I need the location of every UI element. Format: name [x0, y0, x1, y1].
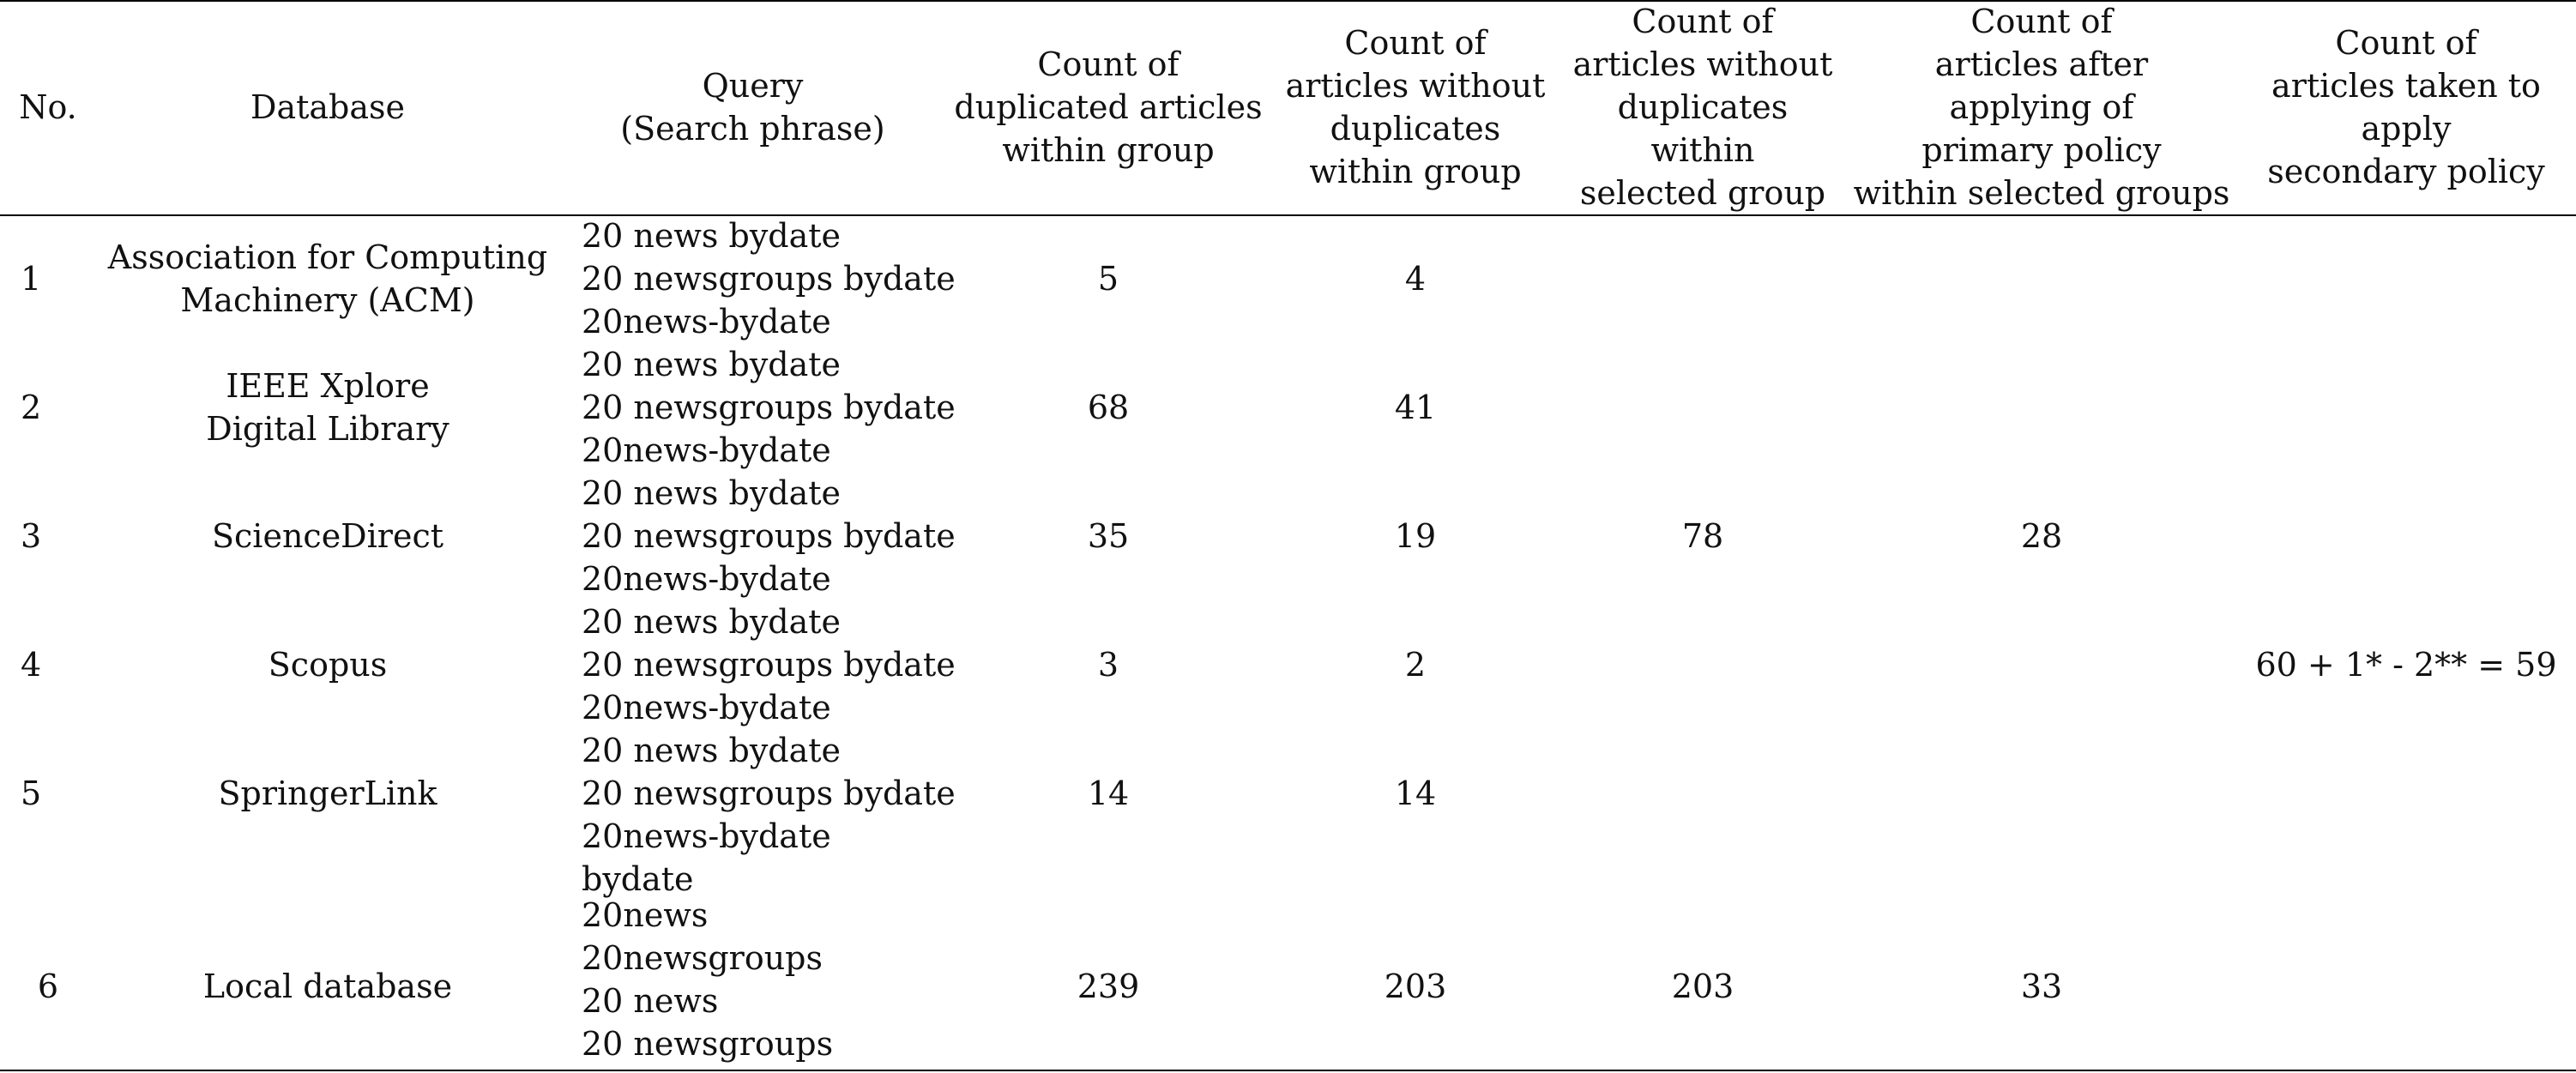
header-after-primary-policy: Count of articles after applying of prim… [1853, 3, 2230, 212]
header-without-dup-selected-group: Count of articles without duplicates wit… [1572, 3, 1833, 212]
group-primary-policy-count: 28 [2020, 517, 2063, 555]
row-6-database: Local database [202, 968, 453, 1005]
row-1-dup-count: 5 [1097, 260, 1119, 298]
secondary-policy-total: 60 + 1* - 2** = 59 [2255, 646, 2557, 684]
row-5-dup-count: 14 [1087, 775, 1130, 812]
row-5-nodup-count: 14 [1394, 775, 1437, 812]
row-1-nodup-count: 4 [1404, 260, 1427, 298]
row-2-nodup-count: 41 [1394, 389, 1437, 426]
row-6-query: 20news 20newsgroups 20 news 20 newsgroups [582, 896, 834, 1063]
row-4-dup-count: 3 [1097, 646, 1119, 684]
row-4-nodup-count: 2 [1404, 646, 1427, 684]
row-5-query: 20 news bydate 20 newsgroups bydate 20news… [582, 732, 956, 898]
table-bottom-rule [0, 1070, 2576, 1071]
row-2-dup-count: 68 [1087, 389, 1130, 426]
header-without-dup-within-group: Count of articles without duplicates wit… [1285, 24, 1546, 190]
row-3-database: ScienceDirect [211, 517, 444, 555]
row-6-nodup-count: 203 [1384, 968, 1447, 1005]
row-1-query: 20 news bydate 20 newsgroups bydate 20news… [582, 217, 956, 341]
header-database: Database [250, 88, 406, 126]
row-5-no: 5 [21, 775, 42, 812]
header-no: No. [19, 88, 77, 126]
header-taken-secondary-policy: Count of articles taken to apply seconda… [2267, 24, 2545, 190]
group-selected-count: 78 [1681, 517, 1724, 555]
row-4-no: 4 [21, 646, 42, 684]
header-dup-within-group: Count of duplicated articles within grou… [954, 45, 1263, 169]
row-3-nodup-count: 19 [1394, 517, 1437, 555]
row-5-database: SpringerLink [218, 775, 437, 812]
header-bottom-rule [0, 214, 2576, 216]
row-3-no: 3 [21, 517, 42, 555]
table-top-rule [0, 0, 2576, 2]
row-1-no: 1 [21, 260, 42, 298]
row-1-database: Association for Computing Machinery (ACM) [107, 238, 548, 319]
local-selected-count: 203 [1671, 968, 1734, 1005]
row-4-database: Scopus [268, 646, 388, 684]
row-4-query: 20 news bydate 20 newsgroups bydate 20news… [582, 603, 956, 726]
row-6-no: 6 [37, 968, 59, 1005]
row-2-database: IEEE Xplore Digital Library [206, 367, 449, 448]
header-query: Query (Search phrase) [620, 67, 885, 148]
row-2-no: 2 [21, 389, 42, 426]
local-primary-policy-count: 33 [2020, 968, 2063, 1005]
row-3-dup-count: 35 [1087, 517, 1130, 555]
row-2-query: 20 news bydate 20 newsgroups bydate 20news… [582, 346, 956, 469]
row-6-dup-count: 239 [1077, 968, 1140, 1005]
row-3-query: 20 news bydate 20 newsgroups bydate 20news… [582, 474, 956, 598]
